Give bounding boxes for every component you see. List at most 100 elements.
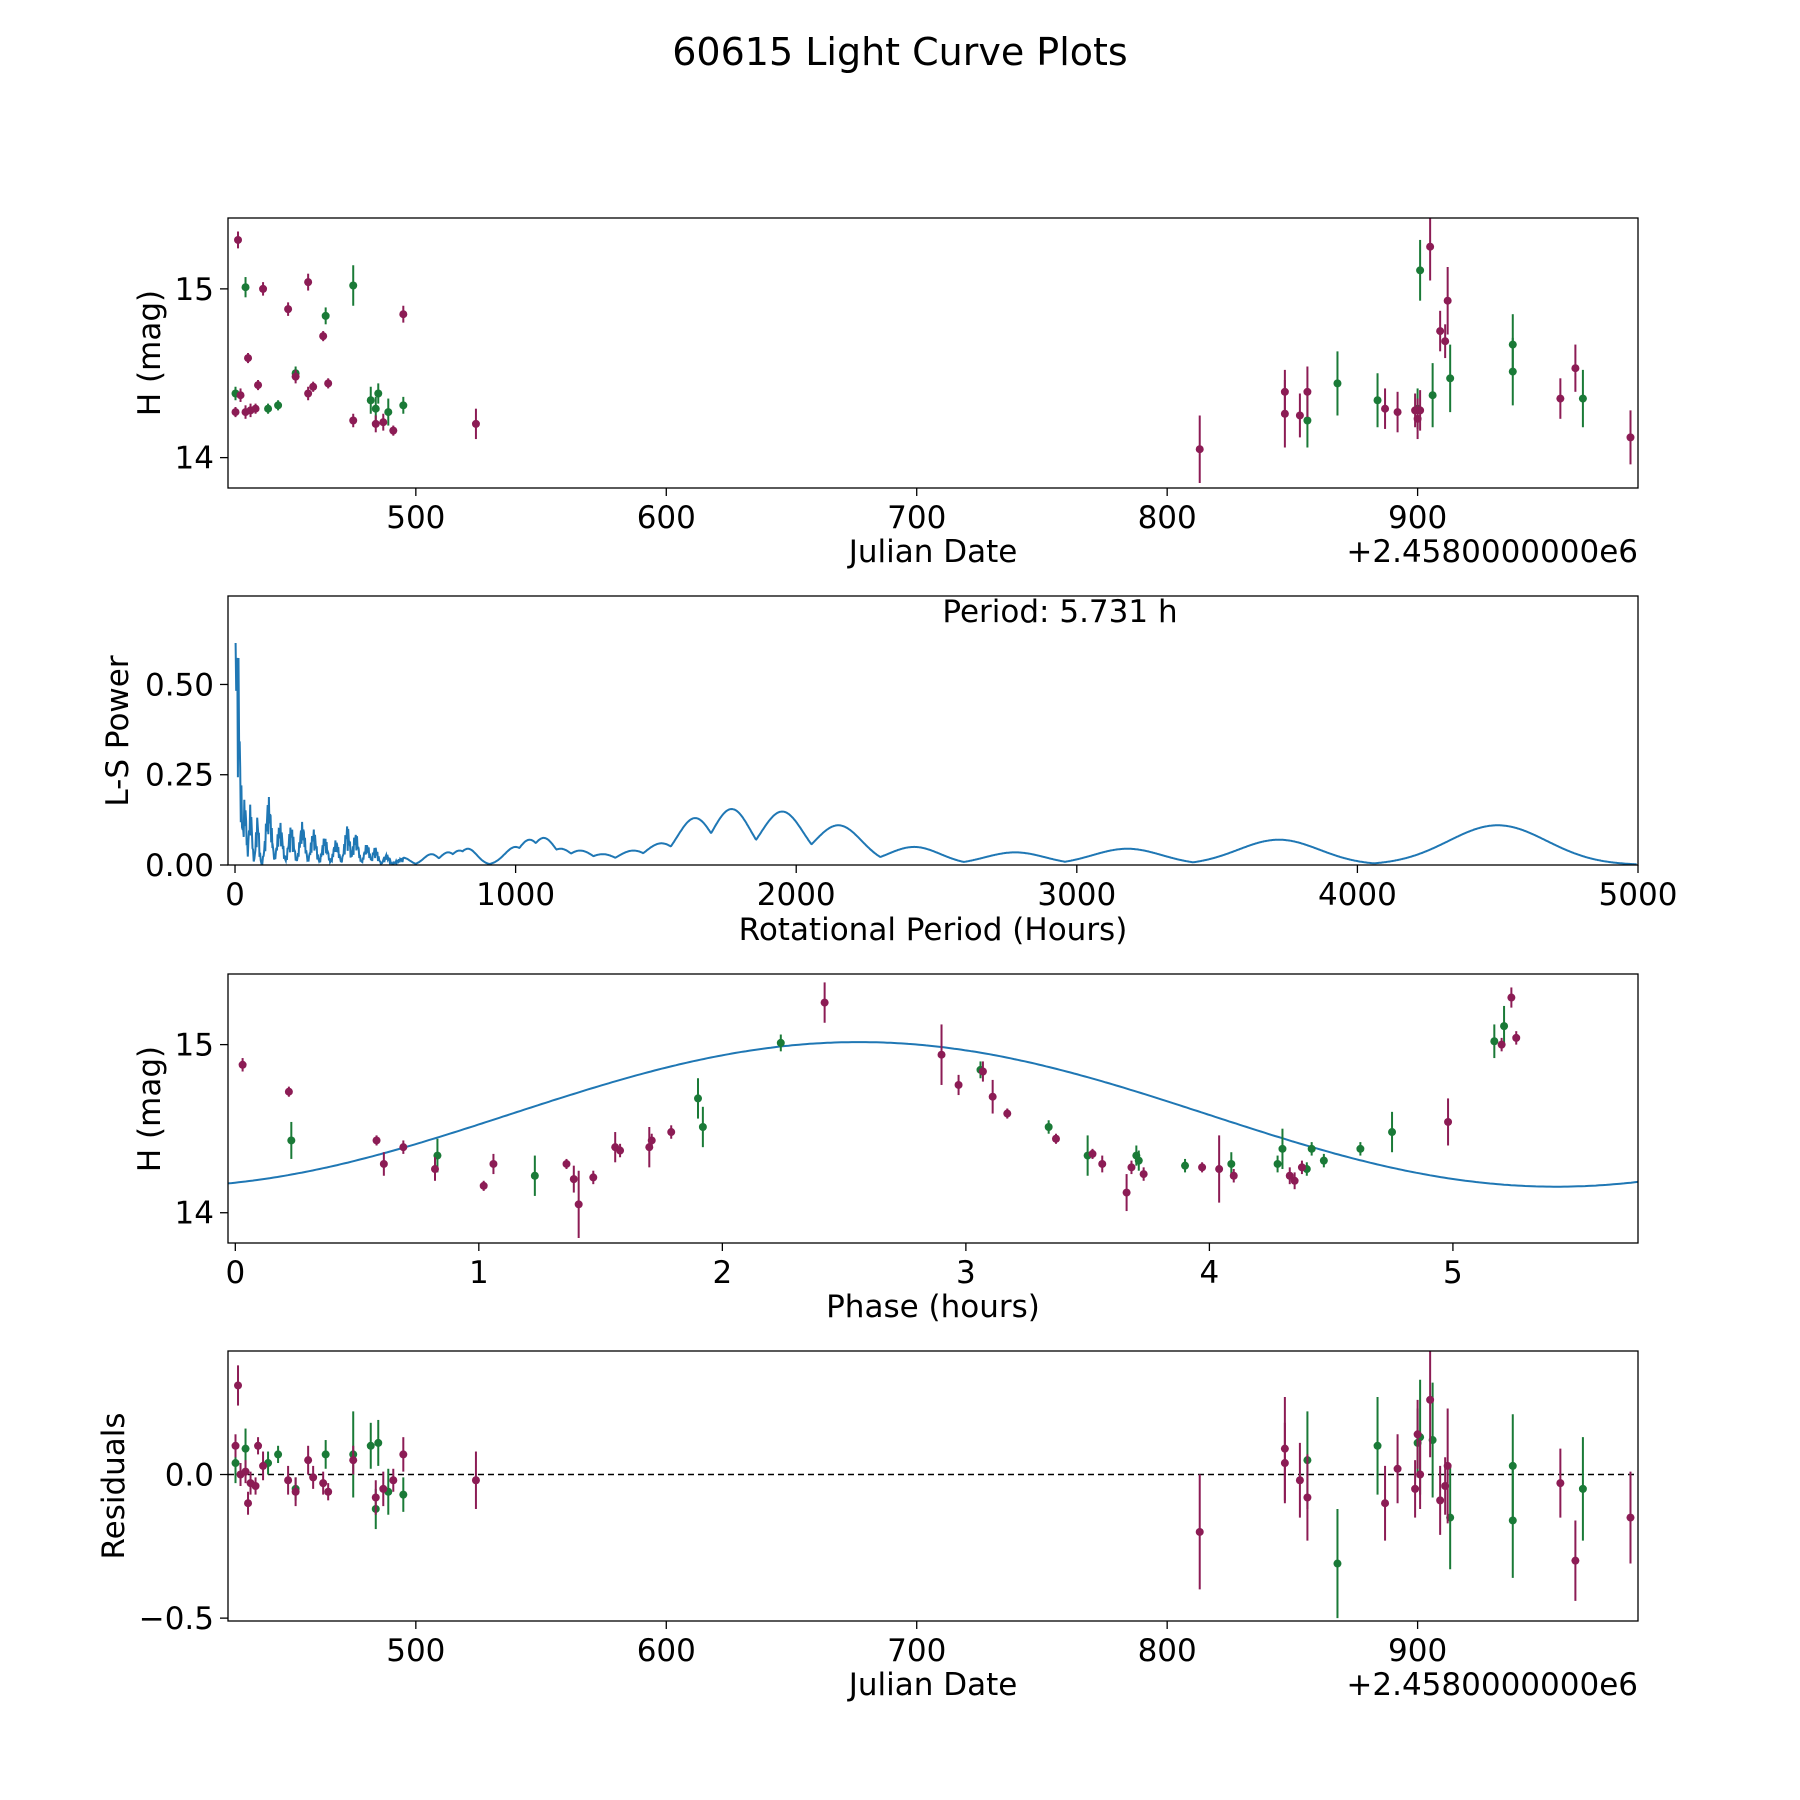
panel-periodogram-frame [227,595,1639,866]
data-point [1507,993,1516,1002]
panel-phased-frame [227,973,1639,1244]
data-point [241,1467,250,1476]
data-point [244,1499,253,1508]
data-point [1443,296,1452,305]
data-point [349,1456,358,1465]
data-point [274,401,283,410]
data-point [379,1484,388,1493]
data-point [1393,1464,1402,1473]
data-point [349,416,358,425]
period-annotation: Period: 5.731 h [942,594,1177,630]
data-point [371,404,380,413]
data-point [1381,1499,1390,1508]
data-point [324,1487,333,1496]
data-point [1356,1144,1365,1153]
data-point [291,372,300,381]
data-point [1444,1117,1453,1126]
data-point [430,1165,439,1174]
data-point [1280,1459,1289,1468]
panel-phased: 0 1 2 3 4 5 14 15 Phase (hours) H (mag) [132,973,1639,1325]
data-point [1273,1159,1282,1168]
data-point [304,1456,313,1465]
series-maroon [231,1351,1635,1601]
data-point [366,396,375,405]
data-point [324,379,333,388]
data-point [1416,1470,1425,1479]
panel-lightcurve-xlabel: Julian Date [847,534,1018,570]
panel-lightcurve-ylabel: H (mag) [132,290,168,416]
data-point [471,1476,480,1485]
y-tick-label: 15 [175,1028,214,1064]
data-point [471,419,480,428]
panel-phased-ylabel: H (mag) [132,1046,168,1172]
data-point [259,284,268,293]
panel-lightcurve-offset: +2.4580000000e6 [1346,534,1638,570]
x-tick-label: 0 [225,877,245,913]
data-point [1333,379,1342,388]
x-tick-label: 900 [1388,1633,1447,1669]
x-tick-label: 900 [1388,500,1447,536]
x-tick-label: 3000 [1037,877,1116,913]
data-point [1307,1144,1316,1153]
data-point [1556,1479,1565,1488]
data-point [241,1444,250,1453]
data-point [1508,367,1517,376]
data-point [1436,327,1445,336]
data-point [1416,266,1425,275]
data-point [238,1060,247,1069]
sinusoid-fit-line [228,1041,1638,1188]
panel-lightcurve-frame [227,217,1639,489]
data-point [1003,1109,1012,1118]
data-point [1413,1430,1422,1439]
data-point [287,1136,296,1145]
data-point [321,311,330,320]
y-tick-label: 15 [175,272,214,308]
data-point [694,1094,702,1103]
data-point [399,310,408,319]
data-point [1122,1188,1131,1197]
data-point [309,1473,318,1482]
data-point [569,1175,578,1184]
data-point [1571,364,1580,373]
data-point [389,1476,398,1485]
data-point [291,1487,300,1496]
data-point [1443,1461,1452,1470]
data-point [589,1173,598,1182]
data-point [1297,1163,1306,1172]
data-point [371,419,380,428]
data-point [1227,1159,1236,1168]
data-point [1388,1128,1397,1137]
data-point [1411,1484,1420,1493]
data-point [304,389,313,398]
x-tick-label: 2 [712,1255,732,1291]
data-point [374,1438,383,1447]
data-point [1381,404,1390,413]
data-point [1319,1156,1328,1165]
data-point [1198,1163,1207,1172]
panel-periodogram-xlabel: Rotational Period (Hours) [739,912,1128,948]
data-point [1512,1033,1521,1042]
x-tick-label: 2000 [757,877,836,913]
x-tick-label: 700 [887,500,946,536]
data-point [647,1136,656,1145]
data-point [1290,1176,1299,1185]
data-point [389,426,398,435]
data-point [321,1450,330,1459]
data-point [379,1159,388,1168]
data-point [1127,1163,1136,1172]
y-tick-label: 14 [175,441,214,477]
data-point [366,1441,375,1450]
data-point [236,391,245,400]
data-point [1044,1122,1053,1131]
x-tick-label: 600 [637,500,696,536]
data-point [399,1450,408,1459]
data-point [776,1038,785,1047]
y-tick-label: 0.25 [145,758,214,794]
data-point [1195,1527,1204,1536]
data-point [1497,1040,1506,1049]
data-point [1229,1171,1238,1180]
data-point [1490,1037,1499,1046]
panel-periodogram-ylabel: L-S Power [100,655,136,806]
data-point [820,998,829,1007]
data-point [309,382,318,391]
